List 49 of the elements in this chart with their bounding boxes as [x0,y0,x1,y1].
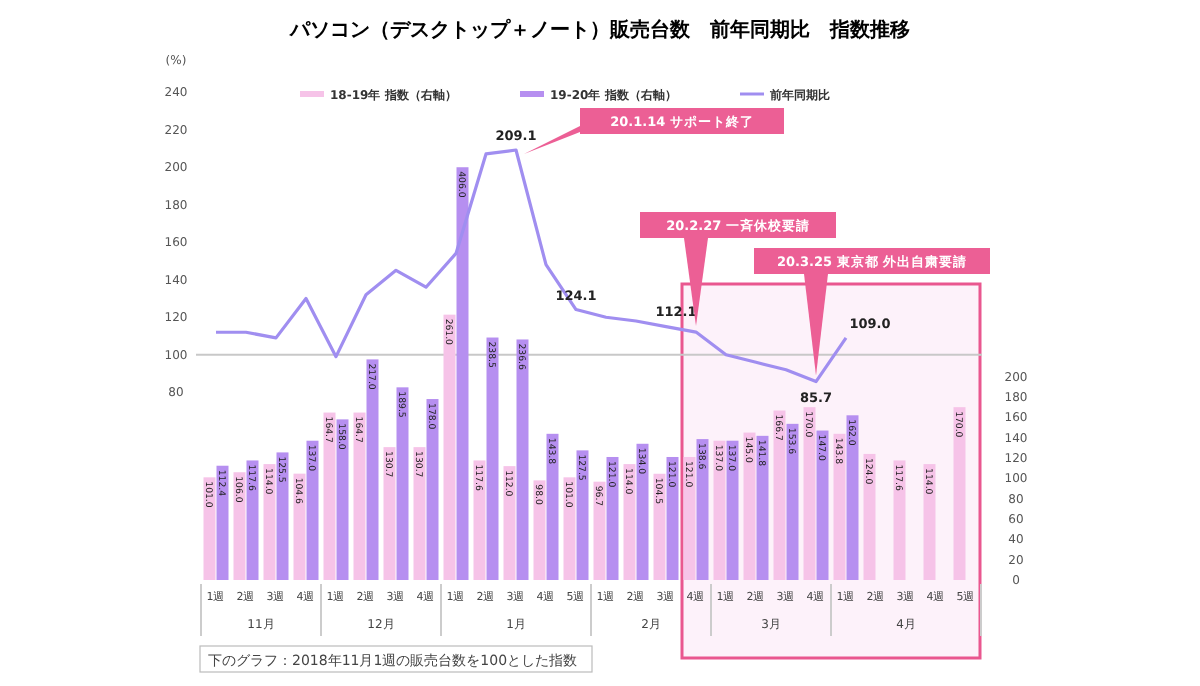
bar [636,443,649,580]
bar [383,447,396,580]
bar [803,407,816,580]
bar [203,477,216,580]
bar [923,464,936,580]
bar [743,432,756,580]
bar [756,435,769,580]
bar [726,440,739,580]
bar [713,440,726,580]
bar [576,450,589,580]
bar [893,460,906,580]
bar [786,423,799,580]
bar [246,460,259,580]
bar [353,412,366,580]
bar [593,481,606,580]
bar [606,456,619,580]
bar [773,410,786,580]
bar [293,473,306,580]
bar [833,433,846,580]
bar [863,453,876,580]
bar [323,412,336,580]
bar [426,399,439,580]
bar [263,464,276,580]
bar [276,452,289,580]
bar [546,433,559,580]
chart-title: パソコン（デスクトップ＋ノート）販売台数 前年同期比 指数推移 [288,18,910,42]
bar [473,460,486,580]
bar [953,407,966,580]
bar [396,387,409,580]
bar [366,359,379,580]
bar [533,480,546,580]
bar [563,477,576,580]
bar [443,314,456,580]
bar [336,419,349,580]
bar [683,456,696,580]
bar [653,473,666,580]
bar [623,464,636,580]
bar [456,167,469,580]
bar [233,472,246,580]
bar [516,339,529,580]
bar [216,465,229,580]
bar [306,440,319,580]
bar [846,415,859,580]
bar [816,430,829,580]
bar [696,439,709,580]
bar [666,456,679,580]
bar [503,466,516,580]
bar [486,337,499,580]
bar [413,447,426,580]
